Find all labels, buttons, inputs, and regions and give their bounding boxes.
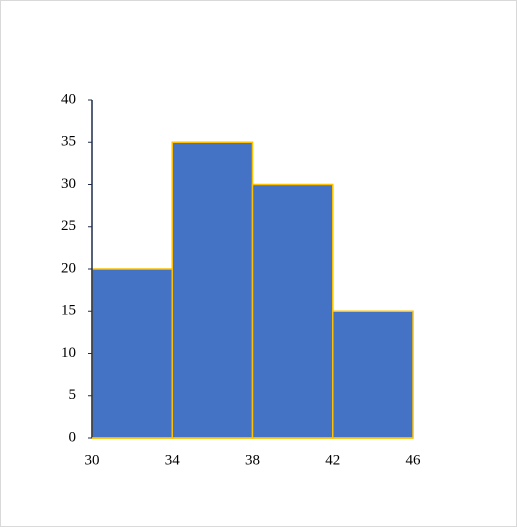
- y-tick-label: 35: [61, 134, 76, 150]
- bar: [251, 183, 334, 439]
- y-tick-label: 5: [69, 387, 77, 403]
- x-tick-label: 46: [406, 452, 422, 468]
- y-tick-label: 25: [61, 218, 76, 234]
- y-tick-label: 15: [61, 303, 76, 319]
- y-tick-label: 40: [61, 91, 76, 107]
- y-tick-label: 10: [61, 345, 76, 361]
- bar: [91, 268, 173, 439]
- x-tick-label: 42: [325, 452, 340, 468]
- x-tick-label: 34: [165, 452, 181, 468]
- y-tick-label: 30: [61, 176, 76, 192]
- y-tick-label: 0: [69, 429, 77, 445]
- bar: [332, 310, 414, 439]
- y-tick-label: 20: [61, 260, 76, 276]
- bar: [171, 141, 254, 439]
- x-tick-label: 38: [245, 452, 260, 468]
- x-tick-label: 30: [85, 452, 100, 468]
